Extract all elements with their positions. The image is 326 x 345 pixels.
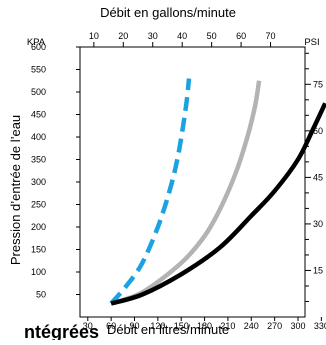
bottom-axis-title: Débit en litres/minute: [107, 322, 229, 337]
top-tick-label: 60: [236, 31, 246, 41]
top-tick-label: 40: [177, 31, 187, 41]
series-group: [109, 78, 326, 306]
left-tick-label: 500: [31, 87, 46, 97]
left-tick-label: 550: [31, 65, 46, 75]
bottom-axis-ticks: 30 60 90 120 150 180 210 240 270 300 330: [83, 317, 326, 331]
right-axis-ticks: 15 30 45 60 75: [305, 52, 323, 302]
left-tick-label: 50: [36, 290, 46, 300]
right-axis-unit: PSI: [304, 37, 319, 48]
bottom-tick-label: 330: [314, 321, 326, 331]
bottom-tick-label: 90: [129, 321, 139, 331]
top-tick-label: 20: [118, 31, 128, 41]
top-tick-label: 50: [207, 31, 217, 41]
right-tick-label: 75: [313, 79, 323, 89]
top-tick-label: 70: [266, 31, 276, 41]
series-gray-line: [110, 80, 262, 306]
right-tick-label: 60: [313, 126, 323, 136]
plot-frame: [79, 46, 306, 318]
left-tick-label: 400: [31, 132, 46, 142]
left-axis-unit: KPA: [27, 37, 46, 48]
left-tick-label: 100: [31, 267, 46, 277]
left-tick-label: 300: [31, 177, 46, 187]
left-tick-label: 600: [31, 42, 46, 52]
right-tick-label: 15: [313, 265, 323, 275]
bottom-tick-label: 30: [83, 321, 93, 331]
left-axis-ticks: 50 100 150 200 250 300 350 400 450 500 550 600: [31, 42, 80, 300]
bottom-tick-label: 240: [244, 321, 259, 331]
series-dashed-blue-line: [109, 78, 192, 305]
bottom-tick-label: 270: [267, 321, 282, 331]
left-tick-label: 200: [31, 222, 46, 232]
bottom-tick-label: 210: [220, 321, 235, 331]
left-tick-label: 250: [31, 200, 46, 210]
right-tick-label: 45: [313, 172, 323, 182]
bottom-tick-label: 300: [290, 321, 305, 331]
bottom-tick-label: 60: [106, 321, 116, 331]
top-tick-label: 10: [89, 31, 99, 41]
left-tick-label: 150: [31, 245, 46, 255]
bottom-tick-label: 120: [150, 321, 165, 331]
bottom-tick-label: 180: [197, 321, 212, 331]
series-black-line: [110, 102, 326, 306]
right-tick-label: 30: [313, 219, 323, 229]
left-axis-title: Pression d’entrée de l’eau: [8, 115, 23, 265]
bottom-tick-label: 150: [174, 321, 189, 331]
footer-text: ntégrées: [24, 322, 100, 340]
top-axis-ticks: 10 20 30 40 50 60 70: [89, 31, 276, 47]
left-tick-label: 350: [31, 155, 46, 165]
top-axis-title: Débit en gallons/minute: [100, 5, 236, 20]
top-tick-label: 30: [148, 31, 158, 41]
left-tick-label: 450: [31, 110, 46, 120]
